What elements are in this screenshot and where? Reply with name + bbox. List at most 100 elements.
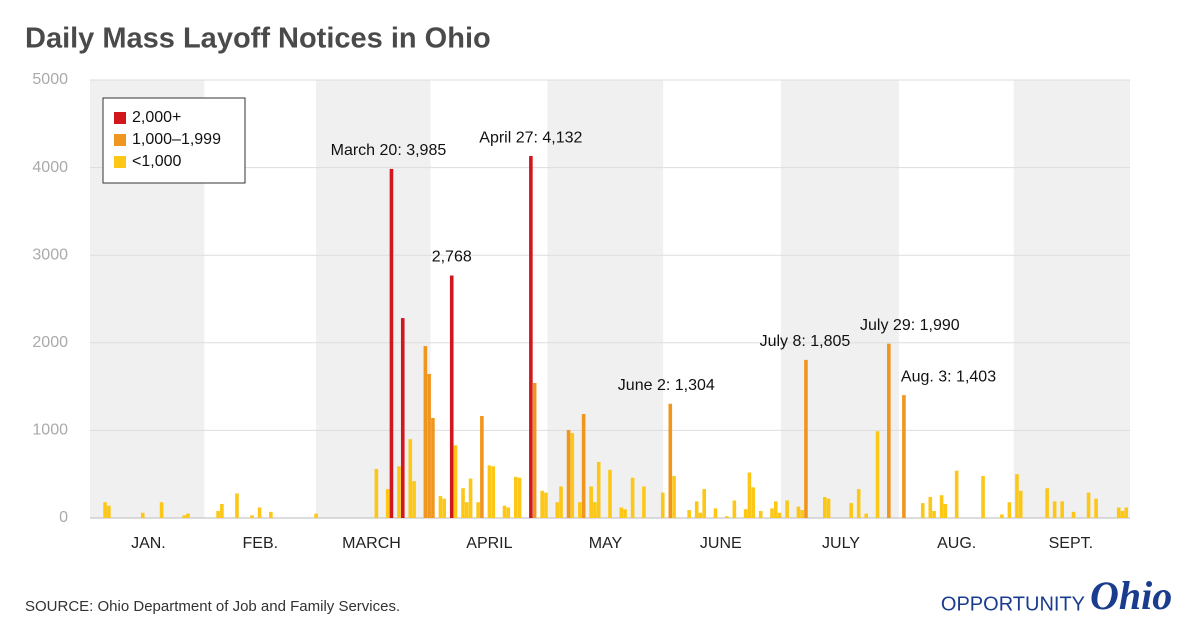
bar <box>465 502 469 518</box>
x-tick-label: MAY <box>589 535 623 552</box>
bar <box>743 509 748 518</box>
logo-script: Ohio <box>1090 573 1172 618</box>
bar <box>826 498 831 518</box>
bar <box>939 495 944 518</box>
bar <box>981 475 985 518</box>
bar <box>1094 498 1098 518</box>
bar <box>777 512 782 518</box>
bar <box>408 439 413 518</box>
annotation: June 2: 1,304 <box>618 377 715 394</box>
annotation: July 29: 1,990 <box>860 317 960 334</box>
bar <box>1018 490 1023 518</box>
bar <box>668 403 673 518</box>
bar <box>487 465 492 518</box>
bar <box>532 383 537 518</box>
bar <box>702 489 707 518</box>
bar <box>513 476 518 518</box>
bar <box>468 478 473 518</box>
month-band <box>1013 80 1130 518</box>
legend-label: 1,000–1,999 <box>132 131 221 148</box>
x-tick-label: AUG. <box>937 535 976 552</box>
bar <box>630 477 635 518</box>
bar <box>159 502 164 518</box>
bar <box>412 481 416 518</box>
bar <box>687 510 691 518</box>
bar <box>608 469 612 518</box>
month-band <box>547 80 664 518</box>
bar <box>694 501 699 518</box>
bar <box>1000 514 1004 518</box>
bar <box>220 503 224 518</box>
bar <box>732 500 737 518</box>
y-tick-label: 4000 <box>32 159 68 176</box>
bar <box>400 318 405 518</box>
bar <box>672 475 676 518</box>
logo-text: OPPORTUNITY <box>941 593 1085 615</box>
bar <box>800 510 804 518</box>
bar <box>758 510 763 518</box>
annotation: April 27: 4,132 <box>479 129 582 146</box>
bar <box>216 510 220 518</box>
bar <box>1124 507 1129 518</box>
bar <box>250 515 254 518</box>
y-tick-label: 0 <box>59 509 68 526</box>
legend-swatch <box>114 134 126 146</box>
bar <box>438 496 443 518</box>
bar <box>856 489 861 518</box>
bar <box>566 429 571 518</box>
bar <box>593 502 597 518</box>
bar <box>804 359 808 518</box>
bar <box>107 505 111 518</box>
x-tick-label: JULY <box>822 535 860 552</box>
y-tick-label: 3000 <box>32 246 68 263</box>
bar <box>314 513 318 518</box>
bar <box>849 503 853 518</box>
bar <box>559 486 563 518</box>
x-tick-label: JUNE <box>700 535 742 552</box>
bar <box>751 487 755 518</box>
annotation: July 8: 1,805 <box>760 333 851 350</box>
bar <box>461 488 465 518</box>
y-tick-label: 2000 <box>32 334 68 351</box>
legend-label: 2,000+ <box>132 109 181 126</box>
bar <box>431 417 435 518</box>
bar <box>140 512 145 518</box>
bar <box>932 510 936 518</box>
bar <box>773 501 778 518</box>
bar <box>502 505 507 518</box>
bar <box>529 156 533 518</box>
bar <box>581 414 586 518</box>
bar <box>1120 510 1125 518</box>
bar <box>235 493 239 518</box>
bar <box>1007 502 1012 518</box>
bar <box>476 502 480 518</box>
bar <box>374 468 379 518</box>
bar <box>578 502 582 518</box>
bar <box>491 466 495 518</box>
bar <box>619 507 624 518</box>
bar <box>623 509 627 518</box>
y-tick-label: 1000 <box>32 422 68 439</box>
bar <box>796 506 801 518</box>
bar <box>822 496 827 518</box>
x-tick-label: FEB. <box>243 535 279 552</box>
y-tick-label: 5000 <box>32 71 68 88</box>
bar <box>269 511 273 518</box>
bar <box>182 515 187 518</box>
bar <box>389 168 394 518</box>
bar <box>385 489 390 518</box>
annotation: Aug. 3: 1,403 <box>901 368 996 385</box>
x-tick-label: APRIL <box>466 535 512 552</box>
bar <box>902 395 906 518</box>
chart-title: Daily Mass Layoff Notices in Ohio <box>25 23 491 55</box>
bar <box>1060 501 1064 518</box>
source: SOURCE: Ohio Department of Job and Famil… <box>25 598 400 615</box>
bar <box>186 513 190 518</box>
bar <box>1045 488 1049 518</box>
bar <box>875 431 880 518</box>
bar <box>1086 492 1091 518</box>
bar <box>785 500 789 518</box>
annotation: 2,768 <box>432 249 472 266</box>
x-tick-label: MARCH <box>342 535 401 552</box>
